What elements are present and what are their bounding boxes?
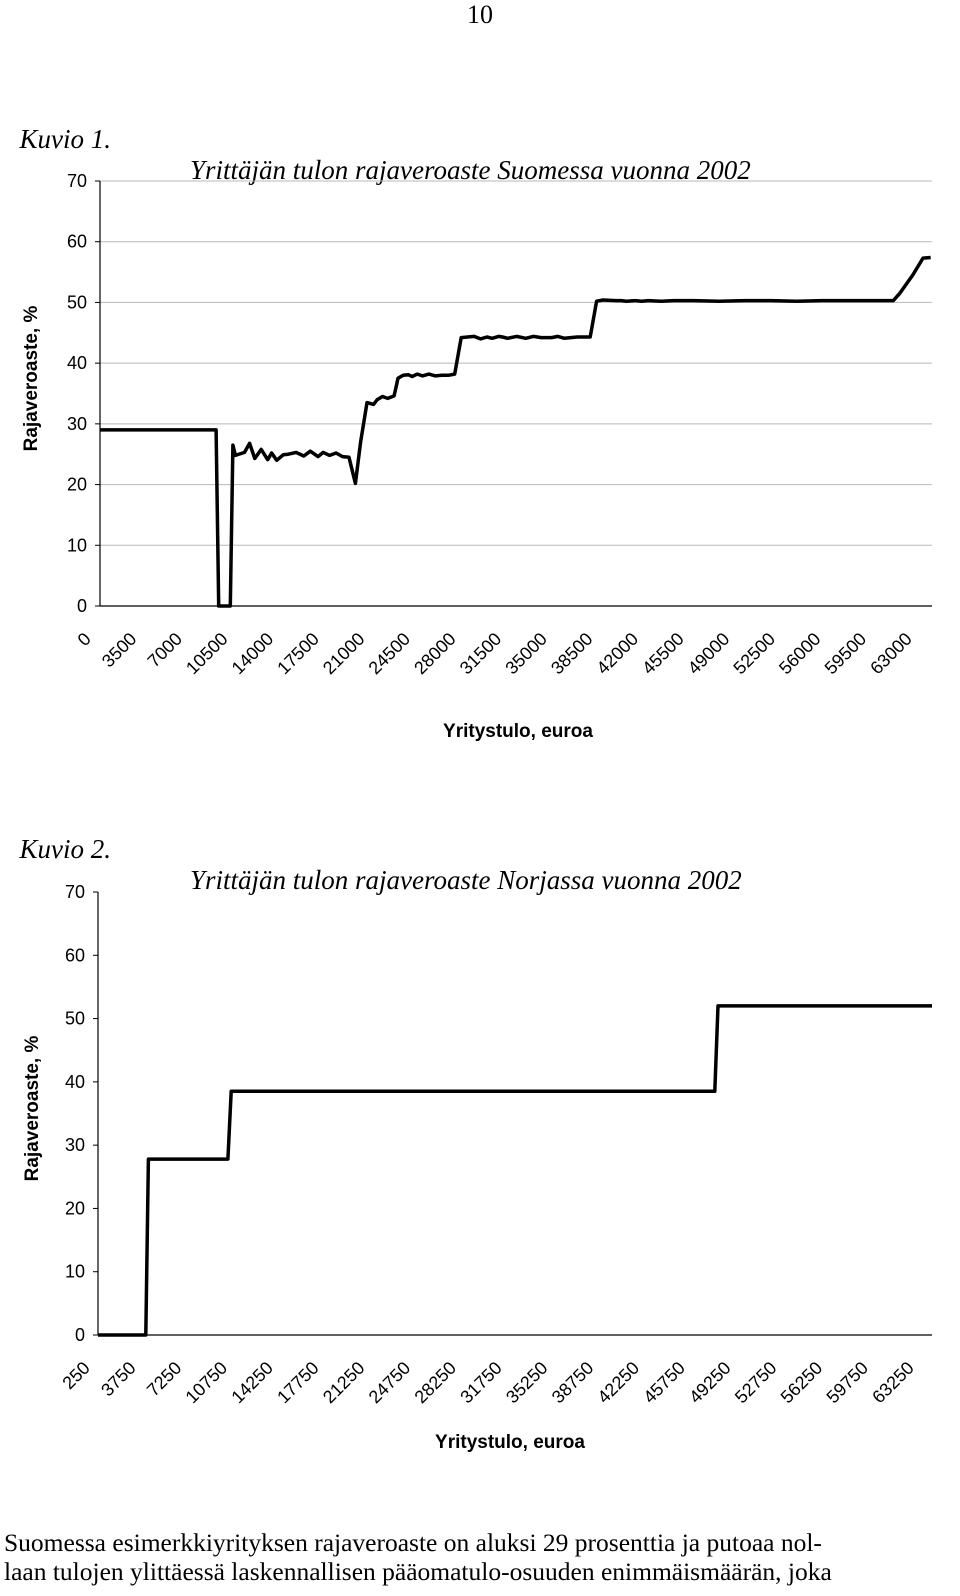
figure-1-title: Yrittäjän tulon rajaveroaste Suomessa vu… xyxy=(190,155,751,185)
fin-x-tick-label: 38500 xyxy=(547,629,597,679)
body-paragraph: Suomessa esimerkkiyrityksen rajaveroaste… xyxy=(4,1528,954,1586)
fin-x-tick-label: 49000 xyxy=(684,629,734,679)
paragraph-line-1: Suomessa esimerkkiyrityksen rajaveroaste… xyxy=(4,1528,822,1557)
page-number: 10 xyxy=(467,0,493,29)
nor-x-tick-label: 56250 xyxy=(777,1358,827,1408)
fin-x-tick-label: 52500 xyxy=(729,629,779,679)
fin-x-tick-label: 10500 xyxy=(182,629,232,679)
nor-x-tick-label: 49250 xyxy=(685,1358,735,1408)
fin-y-tick-label: 50 xyxy=(67,292,87,312)
fin-series-line xyxy=(100,255,931,608)
figure-2-caption: Kuvio 2. Yrittäjän tulon rajaveroaste No… xyxy=(6,803,742,896)
nor-x-tick-label: 28250 xyxy=(411,1358,461,1408)
nor-x-tick-label: 38750 xyxy=(548,1358,598,1408)
fin-x-tick-label: 14000 xyxy=(228,629,278,679)
fin-x-tick-label: 42000 xyxy=(593,629,643,679)
nor-x-tick-label: 3750 xyxy=(97,1358,139,1400)
figure-1-label: Kuvio 1. xyxy=(19,124,112,154)
nor-y-tick-label: 30 xyxy=(65,1135,85,1155)
fin-y-tick-label: 10 xyxy=(67,535,87,555)
fin-x-tick-label: 17500 xyxy=(273,629,323,679)
chart-norway: 0 10 20 30 40 50 60 70 250 3750 725010750142501775… xyxy=(22,882,932,1453)
nor-y-tick-label: 40 xyxy=(65,1072,85,1092)
nor-x-tick-label: 63250 xyxy=(868,1358,918,1408)
figure-2-title: Yrittäjän tulon rajaveroaste Norjassa vu… xyxy=(190,865,742,895)
fin-y-tick-label: 40 xyxy=(67,353,87,373)
fin-x-tick-label: 24500 xyxy=(365,629,415,679)
nor-x-tick-label: 10750 xyxy=(182,1358,232,1408)
paragraph-line-2: laan tulojen ylittäessä laskennallisen p… xyxy=(4,1557,832,1586)
fin-x-tick-label: 56000 xyxy=(775,629,825,679)
nor-y-axis-title: Rajaveroaste, % xyxy=(22,1036,43,1182)
nor-x-tick-label: 52750 xyxy=(731,1358,781,1408)
fin-y-tick-label: 70 xyxy=(67,171,87,191)
fin-x-tick-label: 35000 xyxy=(501,629,551,679)
fin-y-tick-label: 60 xyxy=(67,232,87,252)
fin-y-tick-label: 0 xyxy=(77,596,87,616)
nor-x-tick-label: 21250 xyxy=(319,1358,369,1408)
fin-x-tick-label: 28000 xyxy=(410,629,460,679)
nor-y-tick-label: 10 xyxy=(65,1262,85,1282)
fin-x-tick-label: 59500 xyxy=(821,629,871,679)
fin-x-tick-label: 0 xyxy=(74,629,95,650)
nor-y-tick-label: 70 xyxy=(65,882,85,902)
nor-x-tick-label: 7250 xyxy=(143,1358,185,1400)
nor-x-tick-label: 42250 xyxy=(594,1358,644,1408)
fin-x-tick-label: 31500 xyxy=(456,629,506,679)
fin-x-axis-title: Yritystulo, euroa xyxy=(443,721,593,742)
fin-y-tick-label: 20 xyxy=(67,475,87,495)
figure-2-label: Kuvio 2. xyxy=(19,834,112,864)
nor-x-tick-label: 24750 xyxy=(365,1358,415,1408)
fin-x-tick-label: 63000 xyxy=(866,629,916,679)
nor-x-axis-title: Yritystulo, euroa xyxy=(435,1432,585,1453)
nor-x-tick-label: 250 xyxy=(58,1358,93,1393)
fin-y-tick-label: 30 xyxy=(67,414,87,434)
nor-x-tick-label: 14250 xyxy=(227,1358,277,1408)
fin-x-tick-label: 21000 xyxy=(319,629,369,679)
nor-x-tick-label: 59750 xyxy=(823,1358,873,1408)
figure-1-caption: Kuvio 1. Yrittäjän tulon rajaveroaste Su… xyxy=(6,93,751,186)
fin-x-tick-label: 7000 xyxy=(144,629,186,671)
fin-x-tick-label: 3500 xyxy=(98,629,140,671)
fin-y-axis-title: Rajaveroaste, % xyxy=(21,306,42,452)
nor-x-tick-label: 17750 xyxy=(273,1358,323,1408)
fin-x-tick-label: 45500 xyxy=(638,629,688,679)
nor-y-tick-label: 50 xyxy=(65,1009,85,1029)
nor-x-tick-label: 31750 xyxy=(456,1358,506,1408)
nor-y-tick-label: 60 xyxy=(65,945,85,965)
nor-y-tick-label: 20 xyxy=(65,1198,85,1218)
nor-x-tick-label: 45750 xyxy=(639,1358,689,1408)
nor-y-tick-label: 0 xyxy=(75,1325,85,1345)
nor-series-line xyxy=(98,1004,932,1337)
nor-x-tick-label: 35250 xyxy=(502,1358,552,1408)
